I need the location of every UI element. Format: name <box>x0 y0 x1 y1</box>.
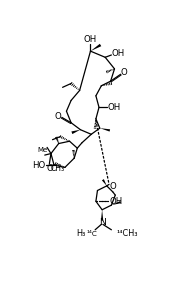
Text: OH: OH <box>84 35 97 44</box>
Text: O: O <box>47 164 53 174</box>
Text: O: O <box>55 112 61 121</box>
Polygon shape <box>101 210 103 221</box>
Text: Me: Me <box>37 147 47 153</box>
Polygon shape <box>71 130 80 134</box>
Polygon shape <box>90 44 101 51</box>
Text: HO: HO <box>32 161 45 170</box>
Polygon shape <box>100 128 110 132</box>
Text: O: O <box>120 68 127 77</box>
Text: N: N <box>99 218 106 227</box>
Text: H₃: H₃ <box>76 229 85 238</box>
Text: ¹⁴C: ¹⁴C <box>87 231 98 237</box>
Polygon shape <box>102 179 107 186</box>
Text: OH: OH <box>107 103 120 112</box>
Text: OH: OH <box>112 49 125 58</box>
Text: OH: OH <box>109 197 123 206</box>
Text: CH₃: CH₃ <box>51 164 65 174</box>
Text: ¹⁴CH₃: ¹⁴CH₃ <box>116 229 138 238</box>
Polygon shape <box>111 201 121 205</box>
Text: O: O <box>110 182 116 191</box>
